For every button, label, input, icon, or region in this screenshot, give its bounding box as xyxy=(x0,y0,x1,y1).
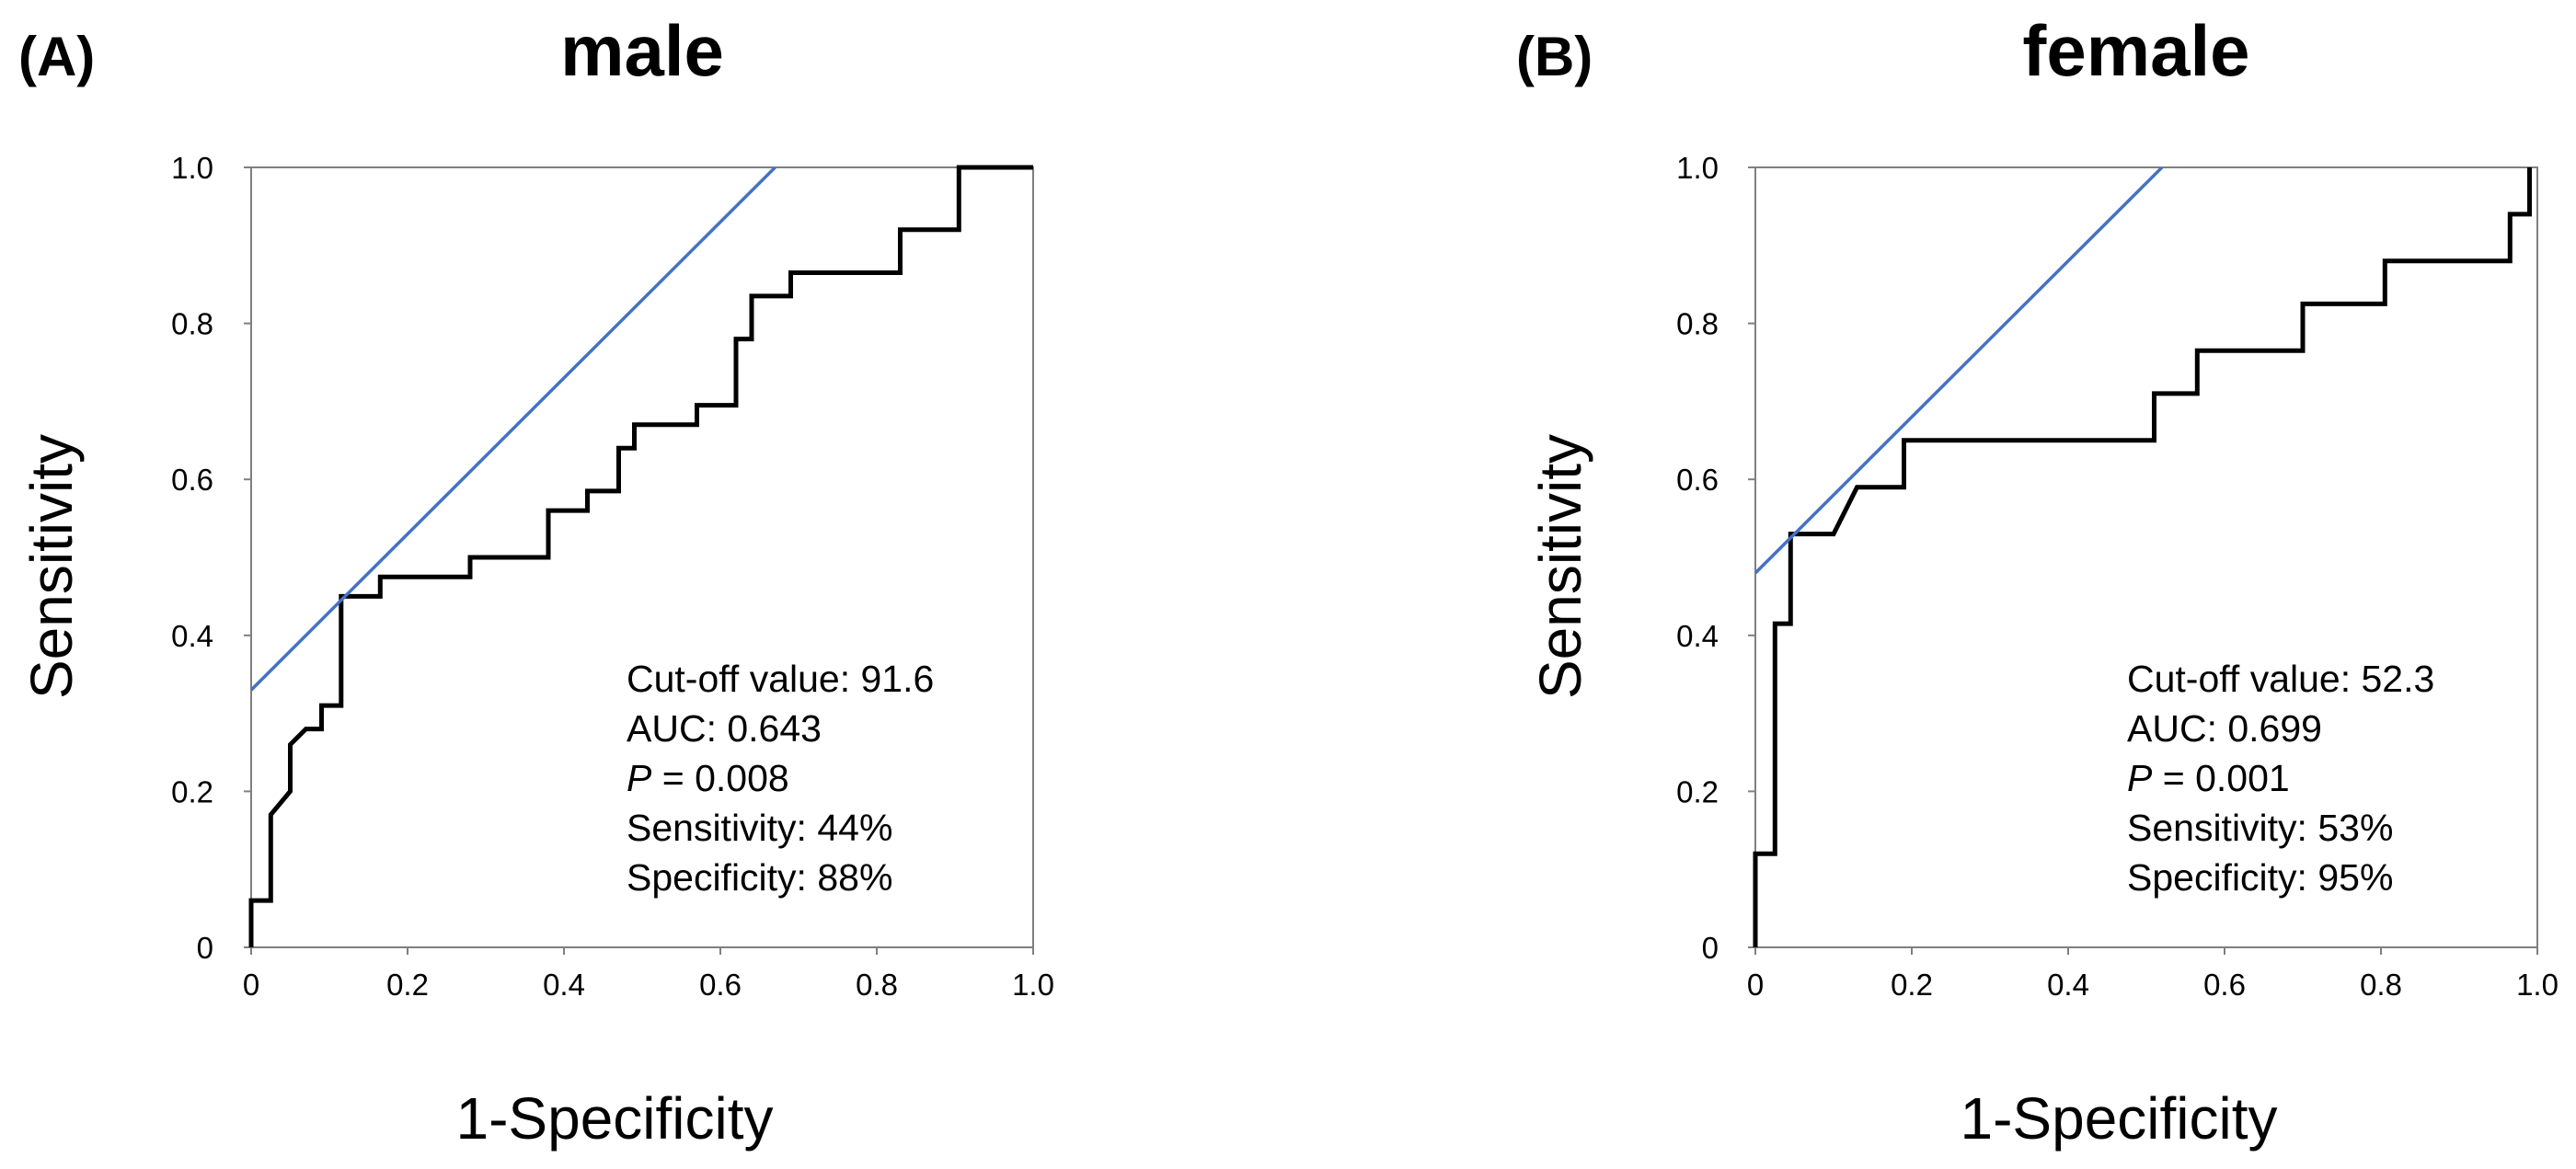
tangent-line xyxy=(251,167,776,692)
p-value: = 0.001 xyxy=(2152,757,2289,799)
p-value-text: P = 0.008 xyxy=(627,757,789,799)
x-tick-label: 0 xyxy=(1747,968,1764,1002)
cutoff-value-text: Cut-off value: 52.3 xyxy=(2127,658,2434,700)
x-tick-label: 0.8 xyxy=(2360,968,2402,1002)
x-tick-label: 0 xyxy=(243,968,259,1002)
plot-frame xyxy=(1754,166,2538,948)
p-value: = 0.008 xyxy=(651,757,788,799)
chart-panel-2: (B) female 0 0.2 0.4 0.6 0.8 1.0 0 0.2 0.4 0.6 0.8 1.… xyxy=(1516,10,2559,1152)
roc-curve-line xyxy=(1753,167,2532,947)
y-tick-label: 0.4 xyxy=(1676,619,1719,653)
y-tick-label: 0.2 xyxy=(171,774,213,808)
chart-title: male xyxy=(560,10,724,91)
x-tick-label: 1.0 xyxy=(1012,968,1054,1002)
tangent-line xyxy=(1755,167,2164,575)
auc-text: AUC: 0.699 xyxy=(2127,707,2322,750)
plot-frame xyxy=(250,166,1034,948)
y-tick-label: 0.4 xyxy=(171,619,213,653)
p-symbol: P xyxy=(2127,757,2153,799)
x-tick-label: 0.8 xyxy=(856,968,898,1002)
x-tick-label: 0.6 xyxy=(2203,968,2246,1002)
sensitivity-text: Sensitivity: 44% xyxy=(627,807,892,849)
chart-title: female xyxy=(2022,10,2249,91)
y-tick-label: 1.0 xyxy=(171,151,213,185)
p-value-text: P = 0.001 xyxy=(2127,757,2290,799)
x-axis-label: 1-Specificity xyxy=(456,1085,774,1152)
specificity-text: Specificity: 88% xyxy=(627,856,892,899)
y-tick-label: 0.8 xyxy=(171,307,213,341)
y-tick-label: 0 xyxy=(197,931,213,965)
auc-text: AUC: 0.643 xyxy=(627,707,822,750)
x-axis-label: 1-Specificity xyxy=(1961,1085,2278,1152)
sensitivity-text: Sensitivity: 53% xyxy=(2127,807,2393,849)
p-symbol: P xyxy=(627,757,652,799)
panel-label: (A) xyxy=(18,26,95,87)
x-tick-label: 0.4 xyxy=(2047,968,2089,1002)
roc-curve-line xyxy=(248,165,1033,947)
specificity-text: Specificity: 95% xyxy=(2127,856,2393,899)
panel-label: (B) xyxy=(1516,26,1593,87)
y-tick-label: 0 xyxy=(1702,931,1719,965)
cutoff-value-text: Cut-off value: 91.6 xyxy=(627,658,934,700)
y-tick-label: 0.6 xyxy=(1676,463,1719,497)
x-tick-label: 0.2 xyxy=(386,968,429,1002)
y-tick-label: 0.2 xyxy=(1676,774,1719,808)
y-tick-label: 0.6 xyxy=(171,463,213,497)
y-axis-label: Sensitivity xyxy=(18,434,85,699)
y-tick-label: 1.0 xyxy=(1676,151,1719,185)
x-tick-label: 0.6 xyxy=(699,968,742,1002)
chart-panel-1: (A) male 0 0.2 0.4 0.6 0.8 1.0 0 0.2 0.4 0.6 0.8 1.0 1… xyxy=(18,10,1054,1152)
y-axis-label: Sensitivity xyxy=(1527,434,1593,699)
x-tick-label: 0.2 xyxy=(1891,968,1933,1002)
x-tick-label: 0.4 xyxy=(543,968,585,1002)
y-tick-label: 0.8 xyxy=(1676,307,1719,341)
x-tick-label: 1.0 xyxy=(2516,968,2559,1002)
